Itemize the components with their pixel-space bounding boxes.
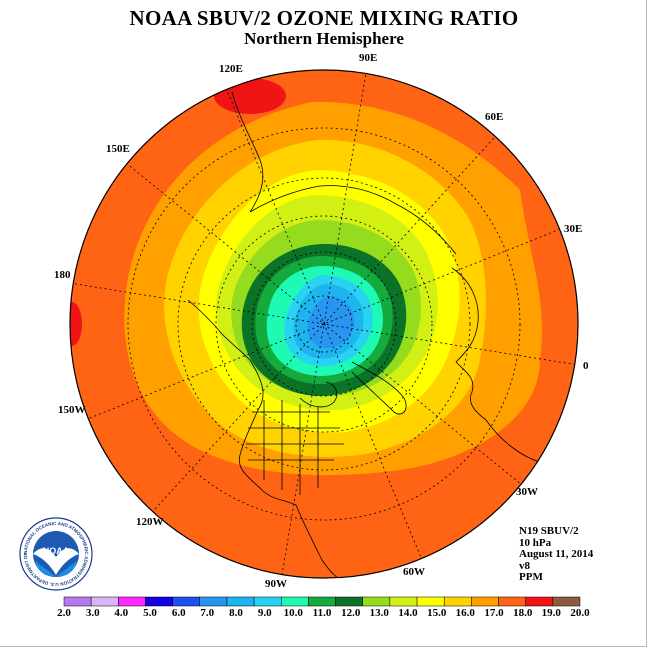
info-version: v8 (519, 559, 530, 572)
colorbar-swatch (362, 596, 391, 607)
lon-label-120w: 120W (136, 516, 164, 528)
colorbar-swatch (443, 596, 472, 607)
colorbar-tick-label: 5.0 (143, 607, 157, 619)
colorbar-swatch (90, 596, 119, 607)
lon-label-60e: 60E (485, 111, 504, 123)
info-date: August 11, 2014 (519, 548, 594, 560)
colorbar-swatch (416, 596, 445, 607)
band-deep-blue-core (307, 296, 355, 349)
info-level: 10 hPa (519, 536, 552, 549)
coastline-europe (451, 267, 487, 421)
us-state-grid (246, 400, 344, 495)
noaa-logo: NATIONAL OCEANIC AND ATMOSPHERIC ADMINIS… (19, 517, 93, 591)
colorbar-swatch (63, 596, 92, 607)
ozone-field (70, 70, 578, 578)
colorbar-swatch (525, 596, 554, 607)
hot-spot-120e (214, 78, 286, 114)
lon-label-30e: 30E (564, 223, 583, 235)
colorbar-swatch (253, 596, 282, 607)
latitude-circle-80 (295, 295, 353, 353)
colorbar-tick-label: 8.0 (229, 607, 243, 619)
lon-label-150w: 150W (58, 404, 86, 416)
colorbar-swatch (498, 596, 526, 607)
latitude-circle-15 (127, 127, 521, 521)
info-units: PPM (519, 571, 543, 583)
map-title: NOAA SBUV/2 OZONE MIXING RATIO (129, 6, 519, 30)
colorbar-tick-label: 7.0 (200, 607, 215, 619)
colorbar-swatch (552, 596, 581, 607)
colorbar-swatch (389, 596, 418, 607)
latitude-circle-60 (251, 251, 397, 397)
coastline-hudson-bay (299, 381, 338, 408)
colorbar-swatch (199, 596, 228, 607)
colorbar-tick-label: 14.0 (398, 607, 418, 619)
colorbar-tick-label: 2.0 (57, 607, 71, 619)
colorbar-swatch (471, 596, 499, 607)
map-subtitle: Northern Hemisphere (244, 29, 404, 48)
colorbar-tick-label: 20.0 (570, 607, 590, 619)
colorbar (63, 596, 581, 607)
colorbar-swatch (226, 596, 255, 607)
lon-label-150e: 150E (106, 143, 130, 155)
map-boundary (69, 69, 579, 579)
colorbar-tick-label: 18.0 (513, 607, 533, 619)
colorbar-tick-label: 9.0 (257, 607, 272, 619)
colorbar-swatch (335, 596, 363, 607)
colorbar-tick-label: 11.0 (312, 607, 332, 619)
logo-text: NOAA (43, 546, 70, 556)
logo-lower-half (35, 561, 77, 577)
lon-label-90w: 90W (265, 578, 287, 590)
colorbar-tick-label: 16.0 (455, 607, 475, 619)
lon-label-90e: 90E (359, 52, 378, 64)
colorbar-tick-label: 3.0 (85, 607, 100, 619)
colorbar-swatch (308, 596, 336, 607)
lon-label-120e: 120E (219, 63, 243, 75)
colorbar-swatch (172, 596, 201, 607)
colorbar-tick-label: 10.0 (283, 607, 303, 619)
colorbar-tick-label: 13.0 (369, 607, 389, 619)
colorbar-swatch (118, 596, 146, 607)
colorbar-tick-label: 19.0 (541, 607, 561, 619)
colorbar-tick-label: 4.0 (114, 607, 129, 619)
latitude-circle-30 (177, 177, 471, 471)
lon-label-180: 180 (54, 269, 71, 281)
logo-bird-icon (33, 548, 79, 575)
logo-inner-disk (33, 531, 79, 577)
coastline-east-asia (231, 91, 264, 213)
meridian-0-180 (70, 282, 578, 366)
info-block: N19 SBUV/2 10 hPa August 11, 2014 v8 PPM (519, 525, 594, 584)
colorbar-tick-label: 6.0 (171, 607, 186, 619)
info-instrument: N19 SBUV/2 (519, 525, 579, 537)
colorbar-tick-label: 12.0 (341, 607, 361, 619)
coastlines (187, 91, 573, 578)
lon-label-60w: 60W (403, 566, 425, 578)
coastline-north-america (238, 359, 351, 578)
colorbar-swatch (145, 596, 173, 607)
coastline-asia-north (249, 185, 457, 255)
colorbar-tick-label: 17.0 (484, 607, 504, 619)
hot-spot-180 (70, 302, 82, 346)
lon-label-0: 0 (583, 360, 589, 372)
colorbar-swatch (281, 596, 309, 607)
latitude-circle-45 (215, 215, 433, 433)
meridian-150e-30w (125, 162, 523, 486)
meridian-30e-150w (84, 227, 564, 421)
graticule (70, 72, 578, 576)
coastline-greenland (351, 361, 407, 415)
coastline-alaska (187, 299, 251, 361)
colorbar-tick-label: 15.0 (427, 607, 447, 619)
lon-label-30w: 30W (516, 486, 538, 498)
